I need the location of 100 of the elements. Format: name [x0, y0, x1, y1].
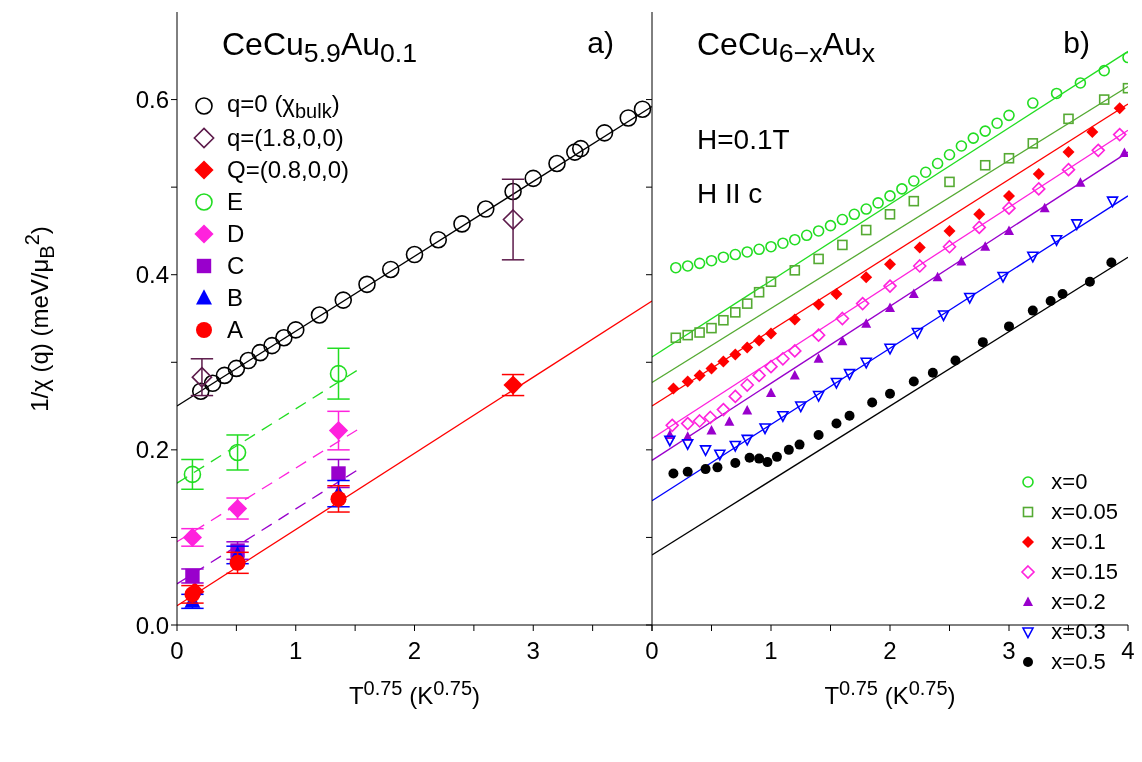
- point: [812, 390, 825, 402]
- point: [730, 307, 741, 318]
- x-tick-label: 1: [764, 637, 778, 665]
- point: [884, 190, 896, 202]
- point: [504, 182, 522, 201]
- point: [860, 357, 872, 369]
- point: [789, 265, 801, 276]
- legend-label: x=0.05: [1051, 499, 1118, 525]
- point: [789, 233, 801, 246]
- point: [741, 434, 753, 446]
- point: [729, 440, 742, 452]
- x-axis-title: T$^{0.75}$ (K$^{0.75}$): [823, 677, 957, 710]
- point: [1050, 87, 1063, 100]
- point: [1112, 127, 1127, 142]
- point: [358, 275, 376, 294]
- point: [476, 200, 495, 218]
- point: [872, 197, 884, 209]
- point: [310, 306, 329, 324]
- point: [908, 288, 919, 298]
- point: [705, 254, 718, 267]
- point: [729, 348, 742, 361]
- point: [330, 490, 347, 507]
- legend-label: B: [227, 284, 244, 312]
- legend-label: x=0.3: [1051, 619, 1106, 645]
- point: [835, 311, 850, 326]
- point: [765, 276, 777, 288]
- point: [943, 224, 956, 237]
- y-tick-label: 0.6: [135, 86, 169, 114]
- point: [837, 239, 848, 251]
- x-axis-title: T$^{0.75}$ (K$^{0.75}$): [347, 677, 482, 710]
- x-tick-label: 0: [645, 637, 659, 665]
- legend-label: A: [227, 316, 244, 344]
- point: [742, 404, 753, 415]
- point: [329, 364, 348, 383]
- x-tick-label: 2: [883, 637, 897, 665]
- point: [753, 243, 765, 256]
- point: [571, 139, 590, 158]
- legend-label: x=0.15: [1051, 559, 1118, 585]
- point: [843, 368, 856, 380]
- point: [703, 410, 718, 425]
- point: [884, 208, 896, 220]
- point: [730, 457, 741, 468]
- point: [991, 117, 1003, 130]
- point: [944, 176, 955, 188]
- point: [789, 369, 800, 380]
- point: [777, 237, 789, 249]
- point: [286, 321, 305, 339]
- point: [783, 444, 794, 455]
- point: [215, 366, 234, 385]
- point: [681, 438, 694, 451]
- point: [633, 100, 652, 118]
- point: [741, 246, 753, 258]
- point: [1045, 295, 1056, 306]
- point: [776, 351, 790, 366]
- point: [664, 435, 676, 447]
- point: [381, 260, 400, 279]
- text: CeCu$_{5.9}$Au$_{0.1}$: [222, 26, 418, 70]
- point: [861, 318, 872, 328]
- point: [963, 292, 976, 304]
- point: [1027, 251, 1039, 263]
- point: [681, 375, 694, 388]
- point: [681, 260, 694, 272]
- point: [706, 322, 717, 334]
- point: [566, 143, 584, 161]
- legend-label: x=0: [1051, 469, 1088, 495]
- point: [548, 154, 566, 173]
- point: [1061, 162, 1076, 177]
- point: [239, 351, 258, 370]
- point: [1039, 202, 1050, 213]
- point: [741, 341, 754, 354]
- legend-label: E: [227, 188, 244, 216]
- annotation: b): [1063, 26, 1090, 60]
- point: [714, 449, 726, 461]
- point: [1106, 196, 1119, 208]
- point: [524, 169, 543, 188]
- point: [908, 376, 919, 387]
- point: [860, 271, 873, 284]
- point: [1119, 147, 1128, 157]
- point: [712, 462, 723, 473]
- point: [830, 377, 843, 389]
- point: [1075, 177, 1086, 187]
- point: [1050, 234, 1063, 246]
- point: [919, 166, 932, 179]
- point: [765, 240, 777, 253]
- point: [813, 353, 824, 363]
- point: [1002, 201, 1016, 215]
- annotation: a): [587, 26, 614, 60]
- point: [788, 313, 801, 326]
- point: [429, 230, 448, 249]
- point: [667, 382, 680, 395]
- point: [670, 261, 682, 274]
- legend-label: x=0.2: [1051, 589, 1106, 615]
- point: [788, 344, 802, 358]
- point: [405, 245, 424, 264]
- point: [275, 328, 293, 347]
- point: [766, 387, 776, 397]
- point: [794, 439, 805, 450]
- legend-label: D: [227, 220, 245, 248]
- point: [855, 296, 870, 311]
- point: [937, 310, 950, 322]
